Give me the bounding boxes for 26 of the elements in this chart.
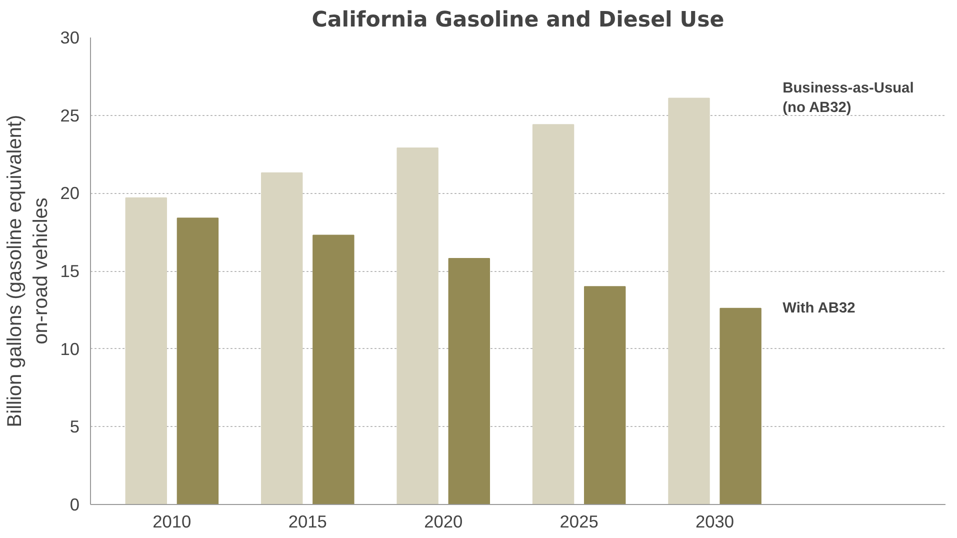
bar	[532, 124, 574, 504]
text: Business-as-Usual (no AB32)	[782, 80, 914, 116]
bar	[125, 197, 167, 504]
x-tick-label: 2010	[152, 512, 192, 532]
x-tick-label: 2025	[560, 512, 598, 532]
y-tick-label: 15	[60, 261, 80, 281]
x-tick-label: 2030	[696, 512, 734, 532]
y-tick-label: 30	[60, 28, 80, 48]
bar	[668, 98, 710, 504]
y-tick-label: 5	[70, 416, 80, 437]
y-axis-title: Billion gallons (gasoline equivalent) on-road vehicles	[4, 114, 52, 428]
bar	[584, 286, 626, 504]
y-tick-label: 0	[70, 494, 80, 514]
bar	[176, 218, 219, 504]
y-tick-label: 10	[60, 338, 80, 359]
bar	[261, 172, 303, 504]
chart-title: California Gasoline and Diesel Use	[312, 8, 724, 32]
series-label: With AB32	[782, 300, 856, 316]
y-tick-label: 25	[60, 105, 80, 126]
bar	[448, 258, 490, 504]
x-tick-label: 2015	[288, 512, 327, 532]
bar	[396, 148, 438, 504]
x-tick-label: 2020	[424, 512, 463, 532]
bar	[312, 234, 354, 504]
y-tick-label: 20	[60, 183, 80, 204]
bar	[720, 308, 762, 504]
